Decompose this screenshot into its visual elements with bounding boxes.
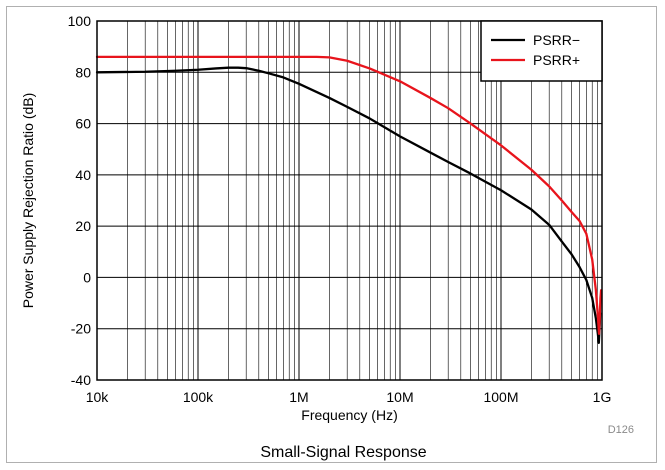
y-tick-label: 80	[75, 64, 91, 80]
figure-caption: Small-Signal Response	[260, 444, 426, 461]
y-tick-label: -20	[71, 321, 91, 337]
y-axis-label: Power Supply Rejection Ratio (dB)	[20, 93, 36, 309]
series-layer	[95, 55, 603, 344]
y-tick-label: 40	[75, 167, 91, 183]
figure-frame: -40 -20 0 20 40 60 80 100 10k 100k 1M 10M 100M 1G Po…	[6, 6, 657, 463]
x-tick-label: 10M	[386, 389, 413, 405]
plot-area-border	[96, 20, 603, 381]
minor-gridlines	[127, 21, 598, 380]
y-tick-label: 0	[83, 269, 91, 285]
series-line-psrr-minus	[95, 66, 602, 344]
legend-box	[480, 20, 603, 82]
y-tick-labels: -40 -20 0 20 40 60 80 100	[68, 13, 92, 388]
x-tick-label: 100k	[183, 389, 214, 405]
x-tick-label: 100M	[483, 389, 518, 405]
y-tick-label: -40	[71, 372, 91, 388]
series-line-psrr-plus	[95, 55, 603, 335]
x-tick-label: 10k	[86, 389, 110, 405]
x-tick-label: 1G	[593, 389, 612, 405]
y-tick-label: 100	[68, 13, 92, 29]
y-tick-label: 20	[75, 218, 91, 234]
figure-id: D126	[608, 424, 634, 436]
x-tick-labels: 10k 100k 1M 10M 100M 1G	[86, 389, 612, 405]
legend-label: PSRR+	[533, 52, 580, 68]
legend-label: PSRR−	[533, 32, 580, 48]
legend: PSRR− PSRR+	[480, 20, 603, 82]
x-axis-label: Frequency (Hz)	[301, 407, 397, 423]
psrr-chart: -40 -20 0 20 40 60 80 100 10k 100k 1M 10M 100M 1G Po…	[20, 13, 634, 461]
x-tick-label: 1M	[289, 389, 308, 405]
y-tick-label: 60	[75, 116, 91, 132]
